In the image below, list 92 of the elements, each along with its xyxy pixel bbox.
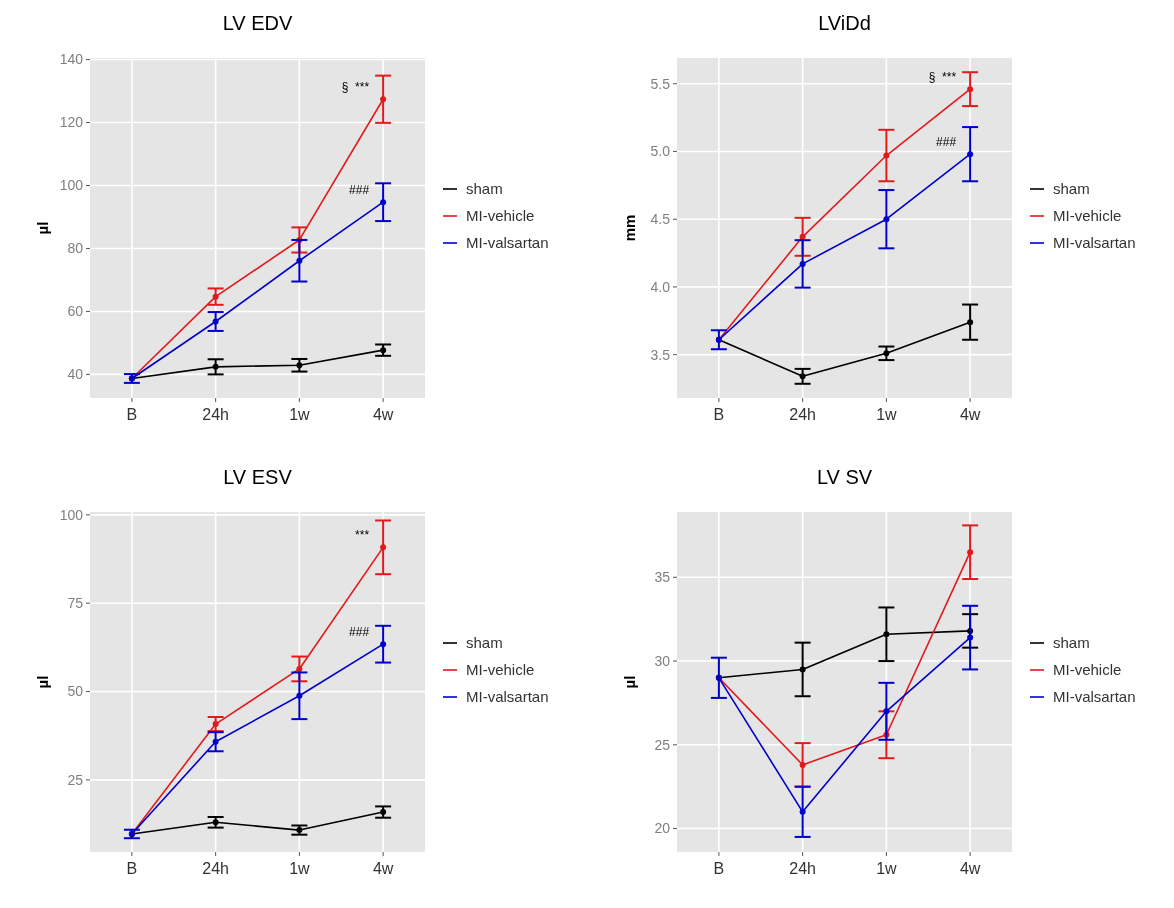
point (883, 350, 890, 357)
point (380, 96, 387, 103)
point (799, 808, 806, 815)
point (799, 666, 806, 673)
chart-title: LV EDV (222, 12, 293, 34)
legend-label: sham (466, 180, 503, 198)
point (380, 641, 387, 648)
annotation: ### (349, 625, 370, 640)
point (967, 86, 974, 93)
x-tick-label: 4w (959, 860, 981, 877)
y-axis-title: µl (621, 675, 638, 689)
legend-label: MI-vehicle (466, 661, 535, 679)
y-tick-label: 100 (59, 177, 84, 194)
y-tick-label: 50 (67, 683, 84, 700)
x-tick-label: 4w (959, 406, 981, 423)
x-tick-label: B (713, 406, 725, 423)
x-tick-label: 24h (202, 406, 229, 423)
x-tick-label: 24h (202, 860, 229, 877)
x-tick-label: 4w (372, 860, 394, 877)
x-tick-label: 1w (876, 406, 898, 423)
y-tick-label: 25 (67, 771, 84, 788)
y-tick-label: 40 (67, 366, 84, 383)
y-tick-label: 80 (67, 240, 84, 257)
y-tick-label: 3.5 (650, 346, 671, 363)
point (967, 319, 974, 326)
point (883, 708, 890, 715)
point (967, 549, 974, 556)
point (799, 373, 806, 380)
y-tick-label: 35 (654, 569, 671, 586)
y-tick-label: 25 (654, 736, 671, 753)
annotation: ### (936, 135, 957, 150)
legend-label: MI-vehicle (1053, 661, 1122, 679)
point (296, 665, 303, 672)
legend-label: MI-vehicle (1053, 207, 1122, 225)
x-tick-label: 1w (289, 406, 311, 423)
y-tick-label: 5.0 (650, 143, 671, 160)
chart-title: LV ESV (223, 466, 293, 488)
point (296, 692, 303, 699)
x-tick-label: B (713, 860, 725, 877)
point (380, 199, 387, 206)
y-axis-title: µl (34, 221, 51, 235)
legend-label: MI-valsartan (1053, 234, 1136, 252)
y-tick-label: 4.0 (650, 278, 671, 295)
point (967, 151, 974, 158)
point (296, 362, 303, 369)
x-tick-label: B (126, 406, 138, 423)
x-tick-label: B (126, 860, 138, 877)
x-tick-label: 24h (789, 860, 816, 877)
point (212, 293, 219, 300)
annotation: § *** (341, 80, 370, 95)
y-tick-label: 140 (59, 51, 84, 68)
y-axis-title: µl (34, 675, 51, 689)
y-axis-title: mm (621, 214, 638, 242)
point (380, 347, 387, 354)
point (212, 738, 219, 745)
legend-label: MI-vehicle (466, 207, 535, 225)
point (296, 257, 303, 264)
point (380, 809, 387, 816)
y-tick-label: 75 (67, 595, 84, 612)
annotation: *** (355, 528, 370, 543)
legend-label: sham (466, 634, 503, 652)
y-tick-label: 5.5 (650, 75, 671, 92)
point (967, 634, 974, 641)
y-tick-label: 100 (59, 506, 84, 523)
point (799, 260, 806, 267)
y-tick-label: 120 (59, 114, 84, 131)
y-tick-label: 60 (67, 303, 84, 320)
point (212, 318, 219, 325)
point (799, 233, 806, 240)
y-tick-label: 20 (654, 820, 671, 837)
point (883, 152, 890, 159)
x-tick-label: 24h (789, 406, 816, 423)
point (883, 216, 890, 223)
legend-label: sham (1053, 634, 1090, 652)
y-tick-label: 30 (654, 652, 671, 669)
annotation: § *** (928, 70, 957, 85)
legend-label: sham (1053, 180, 1090, 198)
point (212, 721, 219, 728)
point (799, 761, 806, 768)
annotation: ### (349, 183, 370, 198)
legend-label: MI-valsartan (466, 234, 549, 252)
y-tick-label: 4.5 (650, 211, 671, 228)
x-tick-label: 4w (372, 406, 394, 423)
chart-title: LViDd (818, 12, 871, 34)
chart-title: LV SV (816, 466, 873, 488)
x-tick-label: 1w (289, 860, 311, 877)
point (883, 631, 890, 638)
point (212, 363, 219, 370)
legend-label: MI-valsartan (466, 688, 549, 706)
x-tick-label: 1w (876, 860, 898, 877)
point (380, 544, 387, 551)
legend-label: MI-valsartan (1053, 688, 1136, 706)
